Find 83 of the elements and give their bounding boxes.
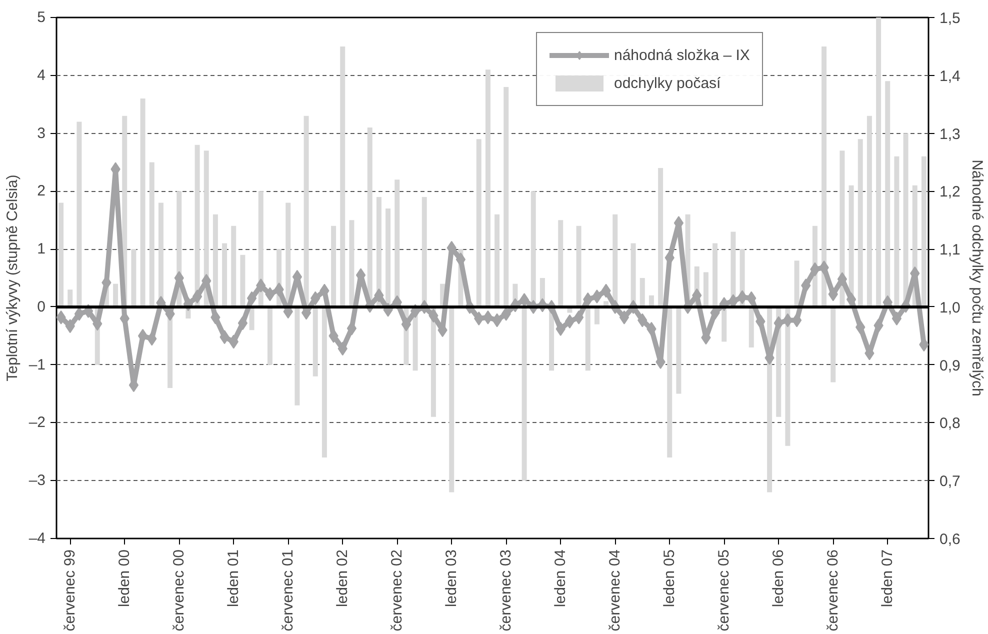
bar <box>249 306 254 330</box>
bar <box>231 226 236 307</box>
y-tick-label: 3 <box>37 124 46 142</box>
y2-tick-label: 1,5 <box>940 10 960 27</box>
bar <box>267 306 272 365</box>
y2-tick-label: 0,6 <box>940 531 960 548</box>
x-tick-label: leden 00 <box>116 549 134 608</box>
x-tick-label: červenec 06 <box>824 550 842 632</box>
bar <box>866 116 872 307</box>
bar <box>494 214 500 307</box>
y-tick-label: 4 <box>37 66 46 84</box>
bar <box>68 290 73 307</box>
y2-tick-label: 0,7 <box>940 473 960 490</box>
bar <box>558 220 564 307</box>
bar <box>830 306 836 382</box>
bar <box>594 306 600 324</box>
bar <box>349 220 354 307</box>
bar <box>294 306 300 406</box>
x-tick-label: leden 03 <box>443 549 460 608</box>
x-tick-label: leden 05 <box>661 549 678 608</box>
x-tick-label: červenec 00 <box>170 549 188 632</box>
y-tick-label: 2 <box>37 182 46 200</box>
y-tick-label: –3 <box>28 472 46 490</box>
bar <box>676 306 682 394</box>
bar <box>240 254 246 307</box>
x-tick-label: červenec 99 <box>62 549 79 632</box>
bar <box>894 156 900 307</box>
y2-tick-label: 0,8 <box>940 415 960 432</box>
bar <box>640 278 645 307</box>
x-tick-label: leden 04 <box>552 549 570 608</box>
x-tick-label: červenec 01 <box>280 549 297 632</box>
bar <box>876 18 882 307</box>
bar <box>131 249 136 307</box>
bar <box>504 86 509 307</box>
x-tick-label: leden 06 <box>770 549 788 608</box>
y-tick-label: 1 <box>37 240 46 258</box>
bar <box>748 306 754 348</box>
bar <box>312 306 318 376</box>
bar <box>149 162 154 307</box>
x-tick-label: červenec 05 <box>716 550 733 632</box>
x-tick-label: červenec 04 <box>606 550 624 632</box>
y2-axis-title: Náhodné odchylky počtu zemřelých <box>968 160 986 396</box>
y-tick-label: –4 <box>28 530 46 547</box>
bar <box>322 306 327 458</box>
x-tick-label: leden 07 <box>879 549 896 608</box>
y-tick-label: 5 <box>37 9 46 26</box>
bar <box>58 202 64 307</box>
bar <box>113 284 118 307</box>
x-tick-label: leden 02 <box>334 549 352 608</box>
bar <box>449 306 454 492</box>
x-tick-label: červenec 02 <box>388 549 406 632</box>
bar <box>222 243 228 307</box>
bar <box>785 306 790 446</box>
bar <box>576 226 582 307</box>
legend-label: odchylky počasí <box>614 74 721 92</box>
x-tick-label: červenec 03 <box>498 550 515 632</box>
bar <box>485 70 490 307</box>
bar <box>794 260 800 307</box>
y-tick-label: 0 <box>37 298 46 316</box>
y-axis-title: Teplotní výkyvy (stupně Celsia) <box>4 174 21 382</box>
bar <box>712 243 718 307</box>
bar <box>476 139 482 307</box>
bar <box>140 98 146 307</box>
x-tick-label: leden 01 <box>225 549 242 608</box>
bar <box>212 214 218 307</box>
y2-tick-label: 1,4 <box>940 68 960 85</box>
bar <box>304 116 309 307</box>
bar <box>76 122 82 307</box>
bar <box>667 306 672 458</box>
y2-tick-label: 0,9 <box>940 357 960 374</box>
y-tick-label: –2 <box>28 414 46 432</box>
y2-tick-label: 1,2 <box>940 184 960 201</box>
bar <box>703 272 708 307</box>
y2-tick-label: 1,1 <box>940 242 960 259</box>
y-tick-label: –1 <box>28 356 46 374</box>
bar <box>340 46 346 307</box>
bar <box>921 156 926 307</box>
y2-tick-label: 1,3 <box>940 126 960 143</box>
y2-tick-label: 1,0 <box>940 299 960 316</box>
bar <box>331 226 336 307</box>
bar <box>658 168 664 307</box>
bar <box>858 139 863 307</box>
legend-label: náhodná složka – IX <box>614 46 750 64</box>
